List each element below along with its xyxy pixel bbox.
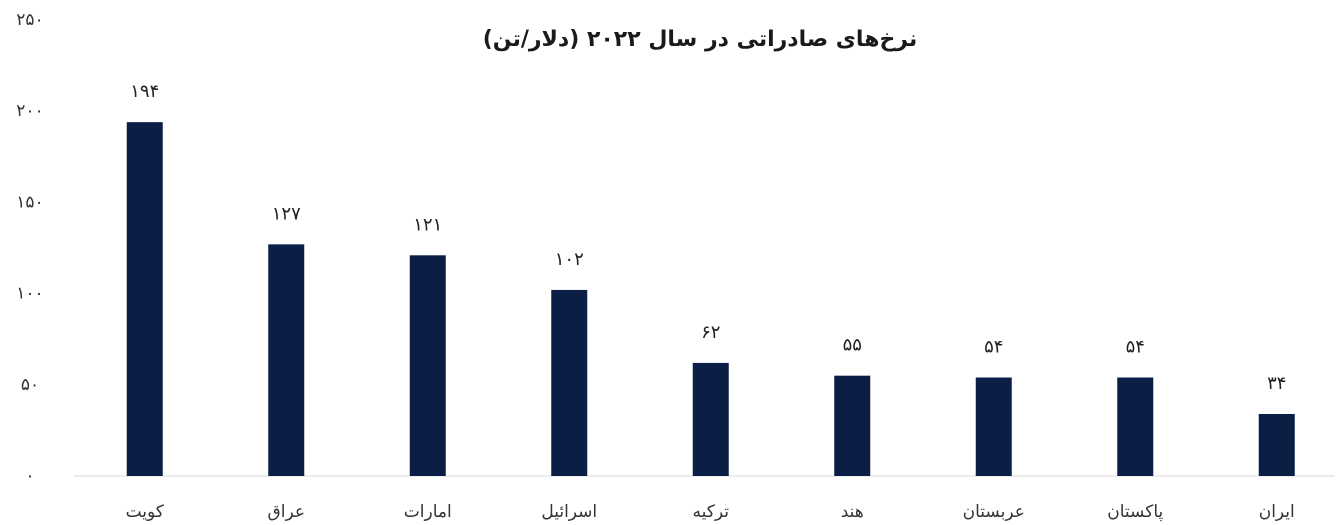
value-label: ۵۴ xyxy=(1126,337,1145,358)
bar xyxy=(692,362,729,476)
y-tick-label: ۲۰۰ xyxy=(16,101,43,121)
y-tick-label: ۵۰ xyxy=(21,375,39,395)
y-tick-label: ۰ xyxy=(25,466,34,486)
bar xyxy=(834,375,871,476)
value-label: ۱۲۱ xyxy=(413,214,442,235)
x-tick-label: ایران xyxy=(1259,502,1295,522)
value-label: ۳۴ xyxy=(1267,373,1286,394)
x-tick-label: پاکستان xyxy=(1107,502,1163,522)
value-label: ۱۰۲ xyxy=(555,249,584,270)
x-tick-label: عراق xyxy=(268,502,305,522)
x-tick-label: عربستان xyxy=(963,502,1025,522)
bar xyxy=(126,122,163,477)
bar xyxy=(1117,377,1154,476)
bar xyxy=(409,255,446,476)
bar xyxy=(1258,413,1295,476)
y-tick-label: ۲۵۰ xyxy=(16,10,43,30)
chart-title: نرخ‌های صادراتی در سال ۲۰۲۲ (دلار/تن) xyxy=(483,27,918,52)
value-label: ۱۹۴ xyxy=(130,81,159,102)
x-tick-label: اسرائیل xyxy=(541,502,597,522)
value-label: ۵۴ xyxy=(984,337,1003,358)
bar xyxy=(268,244,305,476)
value-label: ۵۵ xyxy=(843,335,862,356)
x-tick-label: هند xyxy=(841,502,864,522)
bar xyxy=(975,377,1012,476)
x-tick-label: امارات xyxy=(404,502,452,522)
y-tick-label: ۱۵۰ xyxy=(16,192,43,212)
x-tick-label: کویت xyxy=(126,502,165,522)
y-tick-label: ۱۰۰ xyxy=(16,284,43,304)
value-label: ۶۲ xyxy=(701,322,720,343)
value-label: ۱۲۷ xyxy=(272,203,301,224)
bar xyxy=(551,289,588,476)
x-tick-label: ترکیه xyxy=(693,502,730,522)
